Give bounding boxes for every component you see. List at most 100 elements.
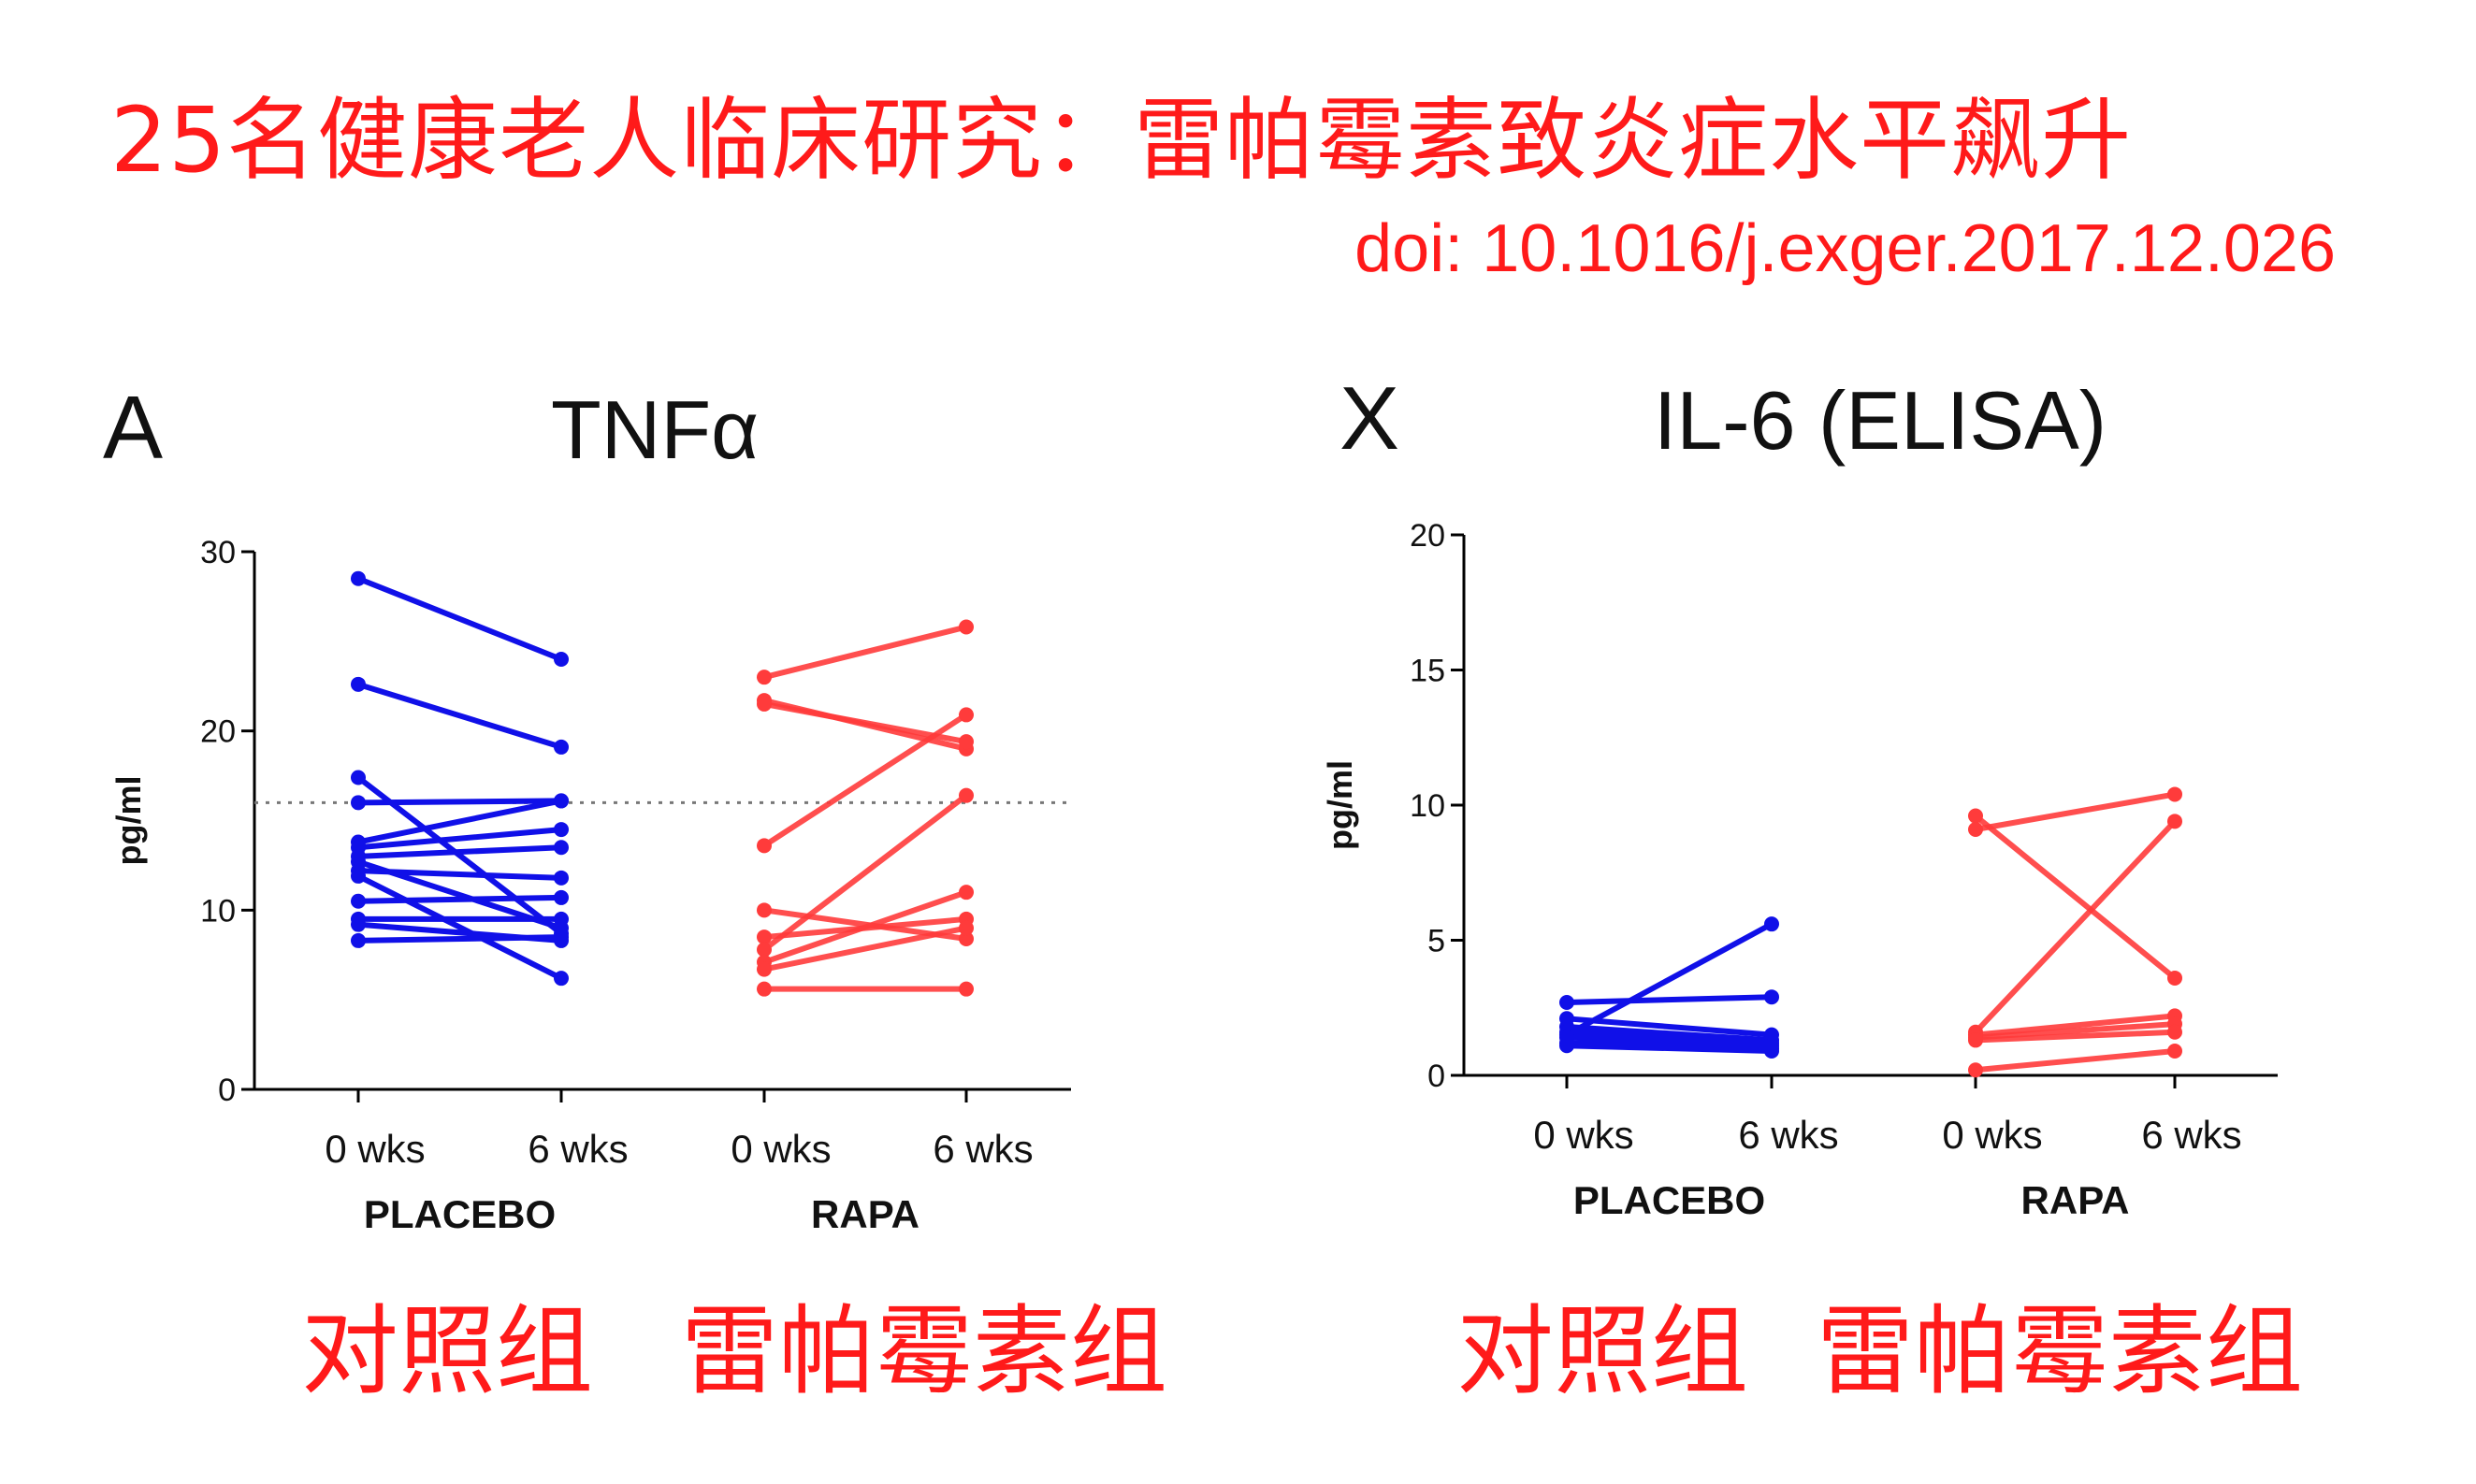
data-point-rapa <box>757 961 772 977</box>
data-point-rapa <box>959 931 974 946</box>
data-point-rapa <box>2167 814 2182 829</box>
x-tick-label: 0 wks <box>1942 1113 2042 1157</box>
data-line-placebo <box>355 868 564 881</box>
x-tick-label: 0 wks <box>731 1127 831 1171</box>
data-point-rapa <box>1968 1062 1983 1078</box>
data-point-rapa <box>757 981 772 997</box>
data-line-placebo <box>1564 1023 1774 1044</box>
data-line-rapa <box>761 925 969 973</box>
data-point-placebo <box>554 870 569 886</box>
y-tick-label: 10 <box>200 893 236 929</box>
data-line-placebo <box>355 844 564 859</box>
data-point-rapa <box>2167 970 2182 986</box>
data-point-rapa <box>959 885 974 900</box>
data-point-rapa <box>1968 808 1983 824</box>
data-point-rapa <box>959 619 974 635</box>
data-point-rapa <box>757 838 772 854</box>
y-tick-label: 0 <box>218 1073 236 1108</box>
caption-right-rapa: 雷帕霉素组 <box>1817 1294 2304 1408</box>
data-point-placebo <box>1559 1038 1574 1054</box>
y-tick-label: 0 <box>1427 1059 1445 1094</box>
data-point-rapa <box>757 942 772 958</box>
data-line-rapa <box>1973 1013 2178 1038</box>
data-line-placebo <box>1564 1016 1774 1038</box>
data-line-placebo <box>355 894 564 904</box>
data-line-placebo <box>1564 921 1774 1038</box>
data-point-placebo <box>351 570 366 586</box>
data-point-placebo <box>1764 916 1779 932</box>
data-point-placebo <box>351 676 366 692</box>
x-tick-label: 0 wks <box>325 1127 425 1171</box>
data-line-rapa <box>1973 791 2178 833</box>
y-tick-label: 15 <box>1410 654 1445 689</box>
data-point-placebo <box>351 916 366 932</box>
data-point-rapa <box>1968 822 1983 838</box>
data-point-rapa <box>757 670 772 685</box>
group-label-placebo: PLACEBO <box>1573 1178 1765 1222</box>
data-point-placebo <box>554 889 569 905</box>
tnf-alpha-plot: A TNFα 0 10 20 30 pg/ml 0 wks 6 wks 0 wks 6 wks PLA… <box>103 378 1071 1236</box>
data-point-placebo <box>351 868 366 884</box>
data-point-placebo <box>351 893 366 909</box>
data-point-rapa <box>2167 1024 2182 1040</box>
data-point-rapa <box>1968 1032 1983 1048</box>
panel-letter: X <box>1339 368 1399 468</box>
data-line-rapa <box>761 624 969 681</box>
data-point-rapa <box>959 787 974 803</box>
caption-left-rapa: 雷帕霉素组 <box>681 1294 1168 1408</box>
group-label-rapa: RAPA <box>2021 1178 2130 1222</box>
data-point-placebo <box>554 793 569 809</box>
data-point-rapa <box>959 920 974 936</box>
data-point-rapa <box>2167 1043 2182 1059</box>
data-point-placebo <box>554 971 569 987</box>
data-point-placebo <box>351 795 366 811</box>
x-tick-label: 6 wks <box>2141 1113 2241 1157</box>
data-point-placebo <box>1764 989 1779 1005</box>
data-line-rapa <box>1973 1047 2178 1073</box>
data-point-rapa <box>959 734 974 750</box>
data-point-placebo <box>554 652 569 667</box>
y-axis-label: pg/ml <box>1321 760 1359 850</box>
data-line-placebo <box>355 575 564 662</box>
data-line-placebo <box>355 872 564 982</box>
data-line-rapa <box>1973 813 2178 981</box>
data-point-placebo <box>1764 1043 1779 1059</box>
data-line-rapa <box>761 889 969 965</box>
y-tick-label: 20 <box>1410 518 1445 554</box>
data-point-placebo <box>351 932 366 948</box>
data-line-placebo <box>355 827 564 851</box>
data-line-placebo <box>1564 1043 1774 1054</box>
data-point-placebo <box>1559 994 1574 1010</box>
x-tick-label: 6 wks <box>528 1127 628 1171</box>
il6-plot: X IL-6 (ELISA) 0 5 10 15 20 pg/ml 0 wks 6 wks 0 wk… <box>1321 368 2278 1222</box>
data-point-placebo <box>554 840 569 856</box>
tnf-alpha-chart: A TNFα 0 10 20 30 pg/ml 0 wks 6 wks 0 wks 6 wks PLA… <box>0 355 1216 1272</box>
data-line-rapa <box>1973 1021 2178 1041</box>
group-label-placebo: PLACEBO <box>364 1192 556 1236</box>
panel-letter: A <box>103 378 163 478</box>
data-point-placebo <box>554 911 569 927</box>
data-point-rapa <box>2167 786 2182 802</box>
data-point-placebo <box>351 770 366 785</box>
chart-title: IL-6 (ELISA) <box>1654 374 2107 467</box>
data-line-placebo <box>1564 1029 1774 1046</box>
data-point-rapa <box>757 696 772 712</box>
il6-chart: X IL-6 (ELISA) 0 5 10 15 20 pg/ml 0 wks 6 wks 0 wk… <box>1216 355 2476 1272</box>
x-tick-label: 6 wks <box>1738 1113 1838 1157</box>
data-line-rapa <box>761 712 969 849</box>
caption-right-placebo: 对照组 <box>1456 1294 1749 1408</box>
page-title: 25名健康老人临床研究：雷帕霉素致炎症水平飙升 <box>110 88 2133 193</box>
data-line-placebo <box>355 934 564 944</box>
data-point-rapa <box>757 902 772 918</box>
y-tick-label: 20 <box>200 714 236 750</box>
data-line-placebo <box>1564 994 1774 1005</box>
x-tick-label: 6 wks <box>933 1127 1033 1171</box>
data-point-rapa <box>959 981 974 997</box>
y-tick-label: 30 <box>200 535 236 570</box>
data-point-rapa <box>757 929 772 945</box>
data-line-placebo <box>355 798 564 806</box>
group-label-rapa: RAPA <box>811 1192 919 1236</box>
doi-citation: doi: 10.1016/j.exger.2017.12.026 <box>1354 211 2336 286</box>
y-tick-label: 10 <box>1410 788 1445 824</box>
data-point-placebo <box>554 739 569 755</box>
